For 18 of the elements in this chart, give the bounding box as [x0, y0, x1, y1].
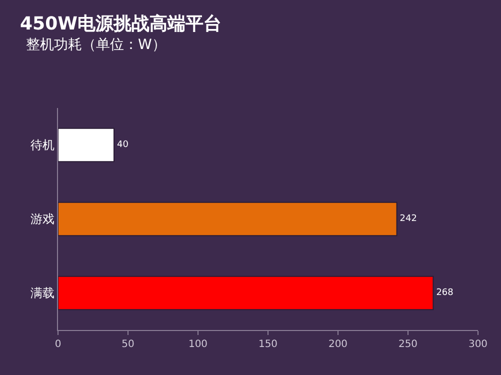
chart-subtitle: 整机功耗（单位：W） — [26, 37, 166, 53]
x-tick-label: 200 — [328, 339, 348, 350]
data-label: 40 — [117, 140, 129, 150]
data-label: 242 — [400, 214, 417, 224]
x-tick-label: 0 — [54, 339, 62, 350]
y-tick-label: 游戏 — [30, 212, 55, 226]
bar — [58, 276, 434, 310]
x-tick-label: 50 — [122, 339, 134, 350]
data-label: 268 — [436, 288, 454, 298]
x-tick-label: 100 — [188, 339, 208, 350]
y-tick-label: 待机 — [30, 138, 55, 152]
y-tick-label: 满载 — [30, 286, 55, 300]
chart-title: 450W电源挑战高端平台 — [20, 13, 222, 34]
x-tick-label: 150 — [258, 339, 278, 350]
x-tick-label: 300 — [468, 339, 488, 350]
x-tick-label: 250 — [398, 339, 418, 350]
bar — [58, 128, 114, 162]
bar — [58, 202, 398, 236]
